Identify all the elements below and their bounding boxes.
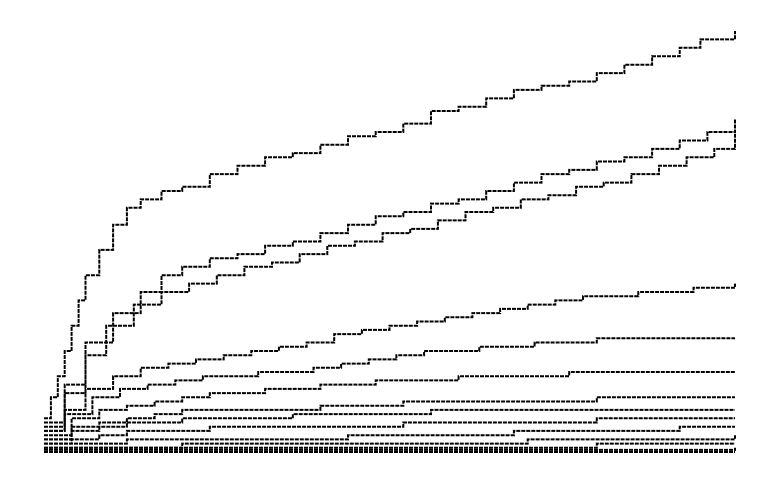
series-line-4 xyxy=(44,283,736,432)
series-line-1 xyxy=(44,31,736,420)
series-line-13 xyxy=(44,447,736,451)
series-line-2 xyxy=(44,119,736,424)
series-line-6 xyxy=(44,371,735,437)
series-line-11 xyxy=(44,435,736,449)
series-line-8 xyxy=(44,408,735,441)
series-line-9 xyxy=(44,417,735,445)
series-line-7 xyxy=(44,396,735,441)
series-line-12 xyxy=(44,442,735,449)
series-line-10 xyxy=(44,425,735,445)
series-line-3 xyxy=(44,132,736,428)
series-line-5 xyxy=(44,337,735,432)
